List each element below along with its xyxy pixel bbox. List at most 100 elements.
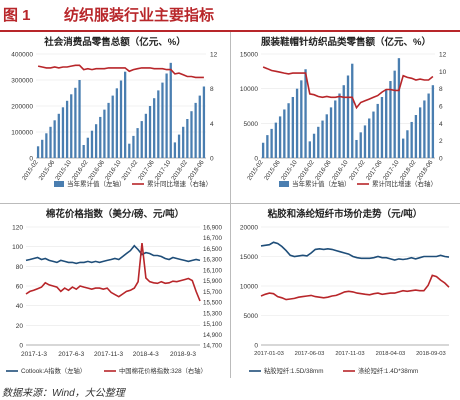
bar (136, 128, 139, 158)
x-tick-label: 2018-09-03 (416, 351, 446, 357)
bar (161, 82, 164, 158)
y-right-tick-label: 2 (439, 138, 443, 145)
cotton-price-chart: 棉花价格指数（美分/磅、元/吨） 0 20 40 60 80 100 120 14,700 14,… (6, 208, 222, 375)
y-right-tick-label: 12 (439, 52, 447, 59)
bar (410, 121, 413, 158)
bar (115, 88, 118, 158)
x-tick-label: 2017-06-03 (295, 351, 325, 357)
y-left-tick-label: 5000 (244, 121, 259, 128)
bar (270, 128, 273, 158)
bar (329, 107, 333, 158)
x-tick-label: 2017-1-3 (21, 351, 47, 358)
bar (90, 130, 94, 158)
y-left-tick-label: 80 (16, 264, 24, 271)
bar (304, 69, 307, 158)
bar (308, 141, 311, 158)
bar (380, 96, 384, 158)
series-line (260, 274, 450, 301)
bar (423, 100, 426, 158)
y-left-tick-label: 300000 (11, 78, 33, 85)
bar (427, 93, 430, 158)
chart-panel-retail-sales: 社会消费品零售总额（亿元、%） 0 100000 200000 300000 400000… (0, 32, 230, 202)
retail-sales-chart: 社会消费品零售总额（亿元、%） 0 100000 200000 300000 400000… (11, 36, 217, 188)
bar (287, 103, 290, 158)
bar (194, 102, 197, 158)
y-tick-label: 10000 (240, 284, 258, 291)
y-right-tick-label: 14,900 (203, 332, 222, 339)
y-right-tick-label: 15,300 (203, 310, 222, 317)
growth-line (262, 66, 434, 110)
y-tick-label: 15000 (240, 254, 258, 261)
bar (291, 96, 294, 158)
y-tick-label: 20000 (240, 225, 258, 232)
figure-header: 图 1 纺织服装行业主要指标 (0, 0, 460, 32)
bar (325, 114, 328, 158)
bar (372, 111, 375, 158)
bar (355, 139, 358, 158)
legend-label-line: 累计同比增速（右轴） (147, 179, 212, 188)
y-right-tick-label: 16,700 (203, 235, 222, 242)
bar (261, 142, 265, 158)
figure-number: 图 1 (3, 7, 31, 24)
bar (94, 124, 98, 158)
y-left-tick-label: 0 (254, 156, 258, 163)
legend-label-series-1: Cotlook:A指数（左轴） (21, 366, 86, 375)
bar (153, 98, 156, 158)
x-tick-label: 2018-4-3 (133, 351, 159, 358)
x-tick-label: 2017-11-3 (94, 351, 124, 358)
legend-label-bars: 当年累计值（左轴） (67, 179, 126, 188)
y-right-tick-label: 16,900 (203, 225, 222, 232)
bar (124, 71, 127, 158)
y-right-tick-label: 8 (210, 86, 214, 93)
bar (274, 122, 278, 158)
bar (144, 113, 148, 158)
bar (321, 120, 324, 158)
bar (283, 109, 286, 158)
bar (266, 135, 269, 158)
bar (368, 118, 371, 158)
growth-line (37, 64, 204, 79)
y-left-tick-label: 200000 (11, 104, 33, 111)
panel-divider-vertical (230, 32, 231, 378)
y-right-tick-label: 14,700 (203, 343, 222, 350)
bar (190, 111, 193, 158)
chart-title: 社会消费品零售总额（亿元、%） (43, 36, 185, 48)
bar (111, 95, 114, 158)
chart-title: 粘胶和涤纶短纤市场价走势（元/吨） (267, 208, 423, 220)
legend-label-bars: 当年累计值（左轴） (292, 179, 351, 188)
y-right-tick-label: 8 (439, 86, 443, 93)
y-left-tick-label: 60 (16, 284, 24, 291)
bar (61, 107, 65, 158)
bar (128, 143, 131, 158)
y-right-tick-label: 16,500 (203, 246, 222, 253)
bar (173, 142, 177, 158)
y-right-tick-label: 15,700 (203, 289, 222, 296)
bar (359, 132, 362, 158)
y-right-tick-label: 16,100 (203, 267, 222, 274)
x-tick-label: 2018-9-3 (170, 351, 196, 358)
bar (431, 85, 435, 158)
x-tick-label: 2018-06 (416, 159, 435, 182)
bar (148, 106, 152, 158)
y-left-tick-label: 100000 (11, 130, 33, 137)
series-line (25, 244, 201, 265)
bar (418, 107, 422, 158)
y-right-tick-label: 15,500 (203, 300, 222, 307)
fiber-price-chart: 粘胶和涤纶短纤市场价走势（元/吨） 0 5000 10000 15000 20000 201… (240, 208, 450, 375)
y-left-tick-label: 0 (29, 156, 33, 163)
y-left-tick-label: 15000 (240, 52, 258, 59)
y-right-tick-label: 15,100 (203, 321, 222, 328)
bar (338, 93, 341, 158)
y-right-tick-label: 15,900 (203, 278, 222, 285)
bar (342, 85, 345, 158)
bar (165, 73, 168, 158)
legend-swatch-bars (54, 181, 64, 187)
bar (295, 88, 299, 158)
bar (278, 116, 282, 158)
y-left-tick-label: 0 (19, 343, 23, 350)
legend-swatch-bars (279, 181, 289, 187)
bar (103, 109, 106, 158)
x-tick-label: 2018-06 (187, 159, 206, 182)
y-right-tick-label: 4 (439, 121, 443, 128)
bar (65, 100, 69, 158)
